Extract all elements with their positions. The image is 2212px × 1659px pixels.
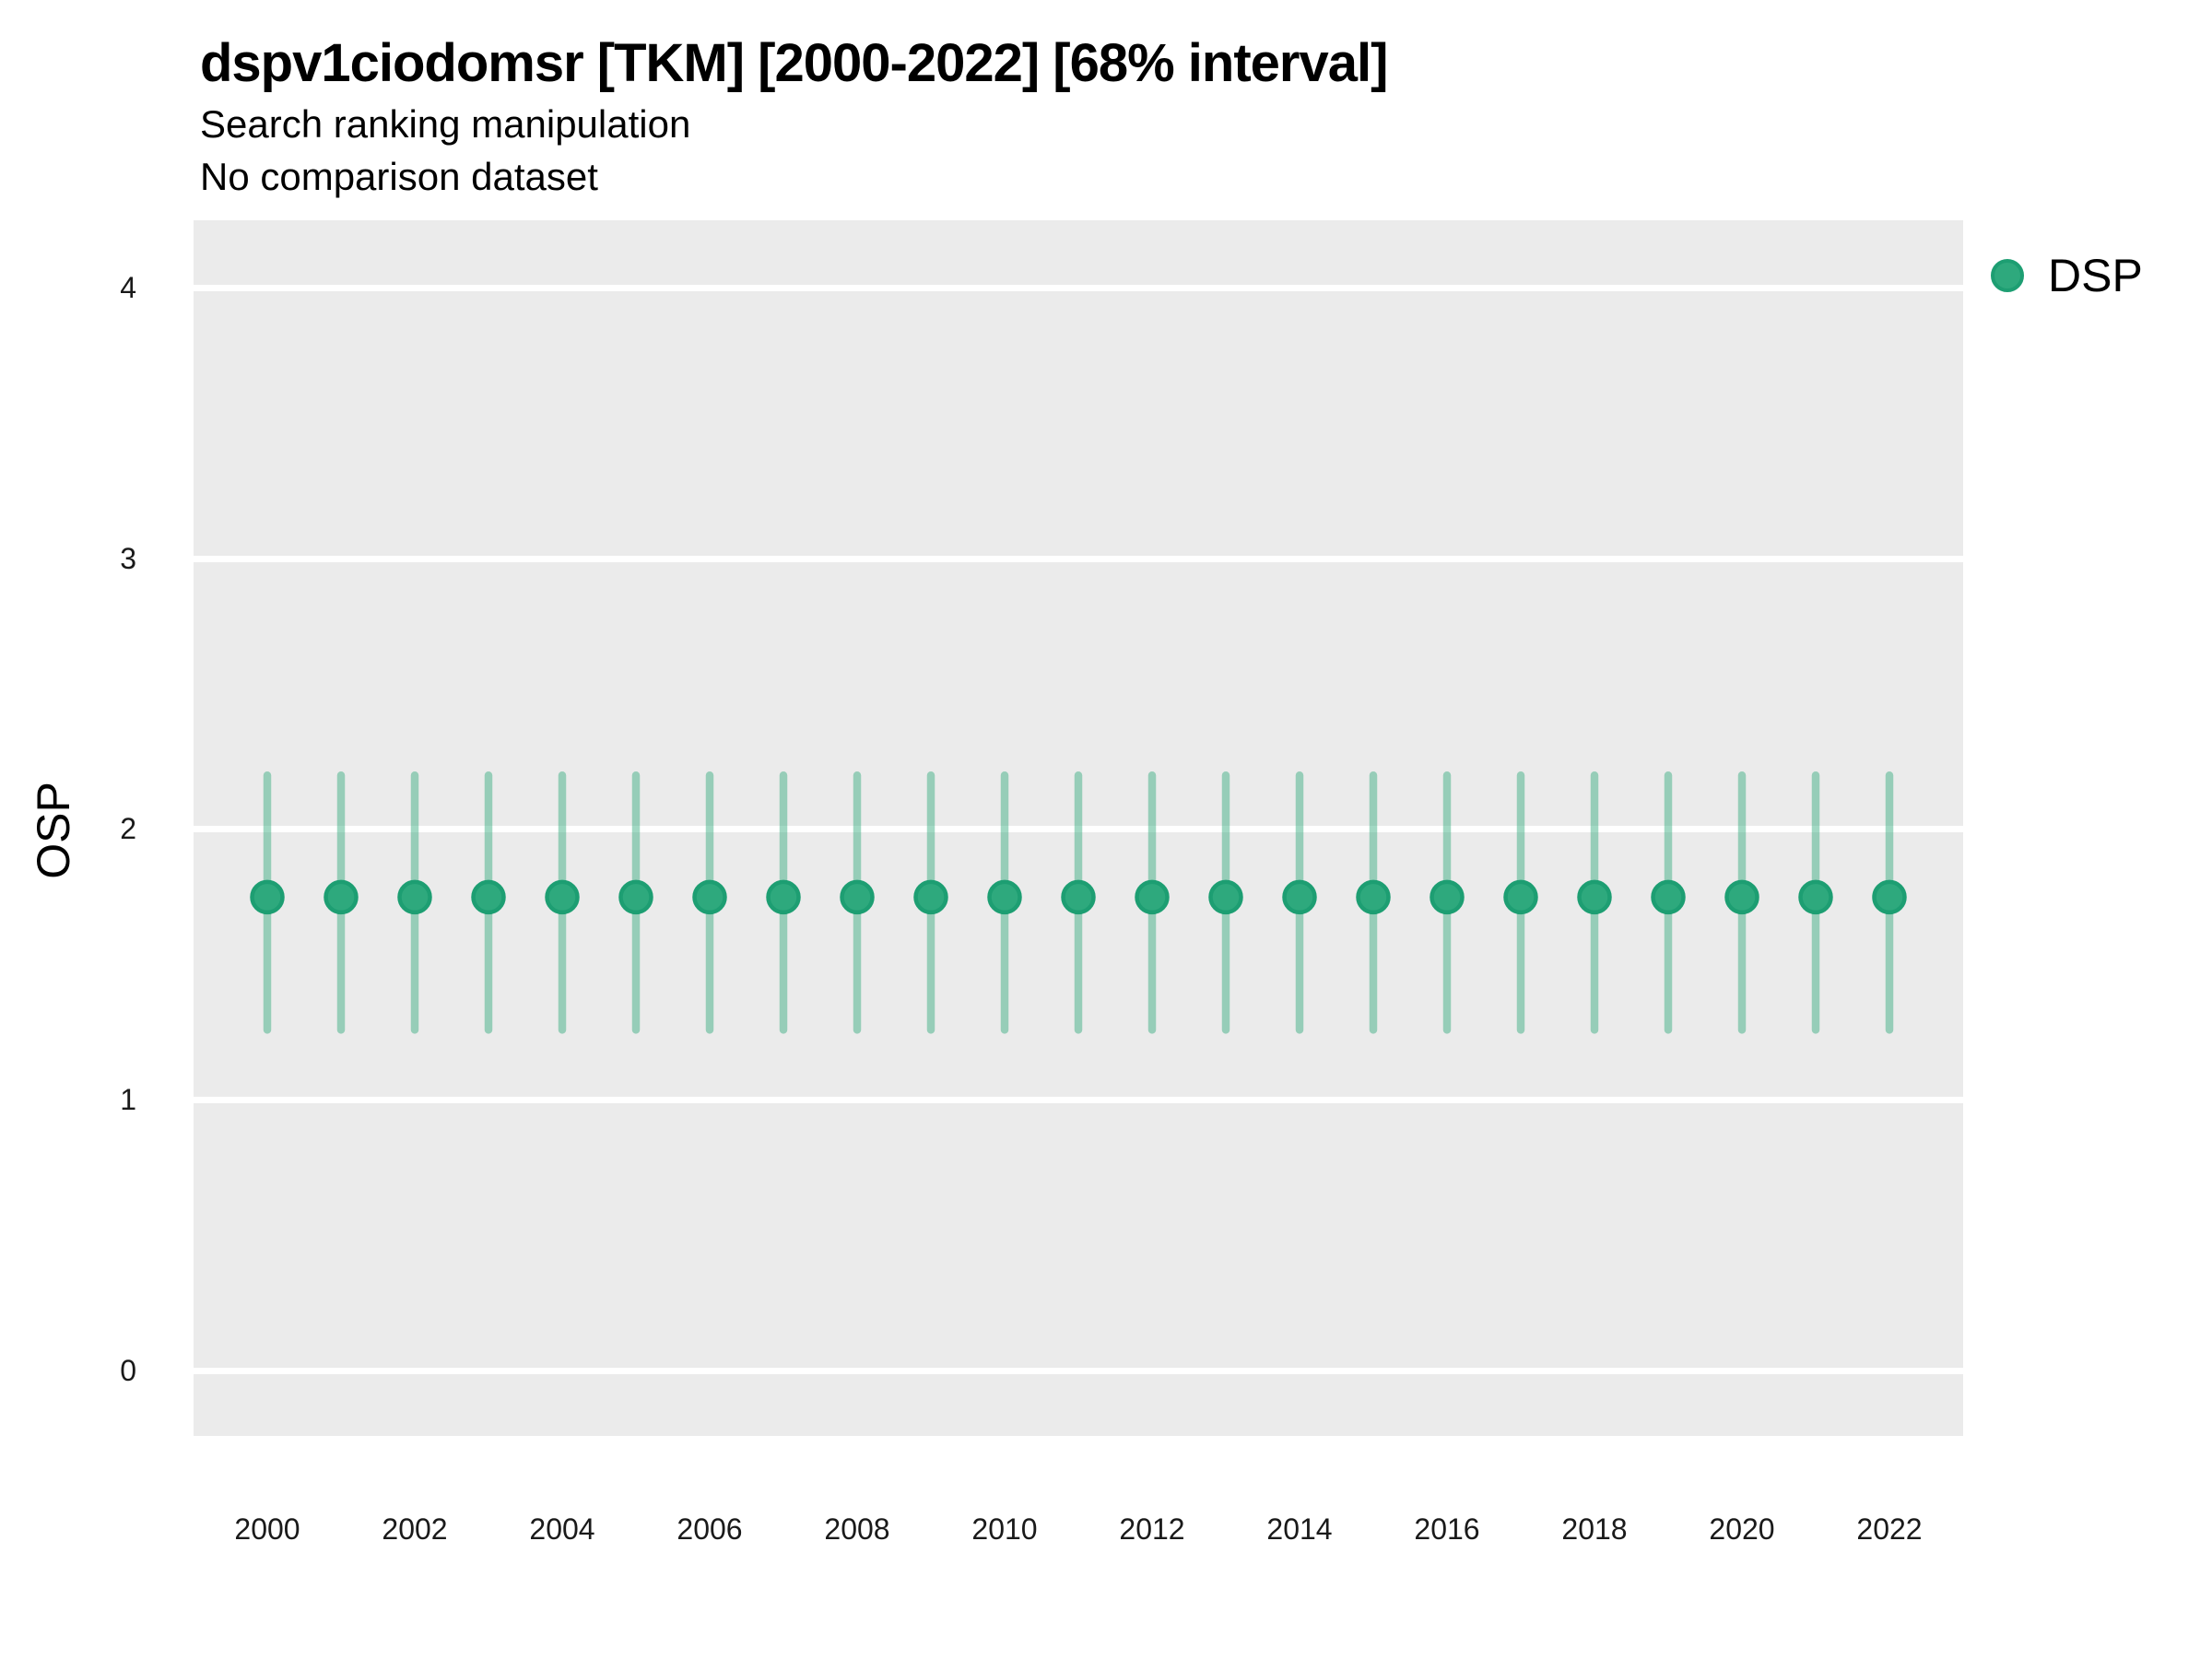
legend-dsp-label: DSP	[2048, 250, 2143, 301]
data-point-2009	[913, 879, 948, 915]
data-point-2010	[987, 879, 1022, 915]
data-point-2017	[1503, 879, 1538, 915]
y-tick-label-2: 2	[120, 812, 136, 846]
data-layer	[250, 771, 1907, 1034]
legend: DSP	[1991, 251, 2143, 300]
x-tick-label-2016: 2016	[1414, 1512, 1480, 1546]
x-tick-label-2008: 2008	[824, 1512, 890, 1546]
data-point-2002	[397, 879, 432, 915]
data-point-2004	[545, 879, 580, 915]
data-point-2018	[1577, 879, 1612, 915]
legend-dsp-swatch-icon	[1991, 259, 2024, 292]
gridline-y-4	[194, 284, 1963, 291]
data-point-2021	[1798, 879, 1833, 915]
x-tick-label-2004: 2004	[529, 1512, 595, 1546]
data-point-2006	[692, 879, 727, 915]
gridline-y-0	[194, 1367, 1963, 1374]
x-tick-label-2012: 2012	[1119, 1512, 1185, 1546]
data-point-2014	[1282, 879, 1317, 915]
y-tick-label-4: 4	[120, 270, 136, 304]
data-point-2005	[618, 879, 653, 915]
gridline-y-3	[194, 555, 1963, 562]
data-point-2011	[1061, 879, 1096, 915]
data-point-2001	[324, 879, 359, 915]
chart-subtitle: Search ranking manipulation	[200, 102, 691, 146]
data-point-2019	[1651, 879, 1686, 915]
x-tick-label-2000: 2000	[234, 1512, 300, 1546]
data-point-2007	[766, 879, 801, 915]
data-point-2013	[1208, 879, 1243, 915]
x-tick-label-2010: 2010	[971, 1512, 1038, 1546]
data-point-2016	[1430, 879, 1465, 915]
x-tick-label-2006: 2006	[677, 1512, 743, 1546]
data-point-2000	[250, 879, 285, 915]
chart-caption: No comparison dataset	[200, 155, 598, 198]
data-point-2003	[471, 879, 506, 915]
data-point-2008	[840, 879, 875, 915]
x-tick-label-2018: 2018	[1561, 1512, 1628, 1546]
data-point-2020	[1724, 879, 1759, 915]
x-tick-label-2022: 2022	[1856, 1512, 1923, 1546]
y-tick-label-3: 3	[120, 541, 136, 575]
data-point-2015	[1356, 879, 1391, 915]
x-tick-label-2020: 2020	[1709, 1512, 1775, 1546]
y-tick-label-0: 0	[120, 1353, 136, 1387]
x-tick-label-2014: 2014	[1266, 1512, 1333, 1546]
gridline-y-2	[194, 826, 1963, 833]
data-point-2022	[1872, 879, 1907, 915]
x-tick-label-2002: 2002	[382, 1512, 448, 1546]
chart-title: dspv1ciodomsr [TKM] [2000-2022] [68% int…	[200, 33, 1388, 93]
gridline-y-1	[194, 1097, 1963, 1104]
plot-panel	[194, 220, 1963, 1436]
data-point-2012	[1135, 879, 1170, 915]
y-tick-label-1: 1	[120, 1083, 136, 1117]
